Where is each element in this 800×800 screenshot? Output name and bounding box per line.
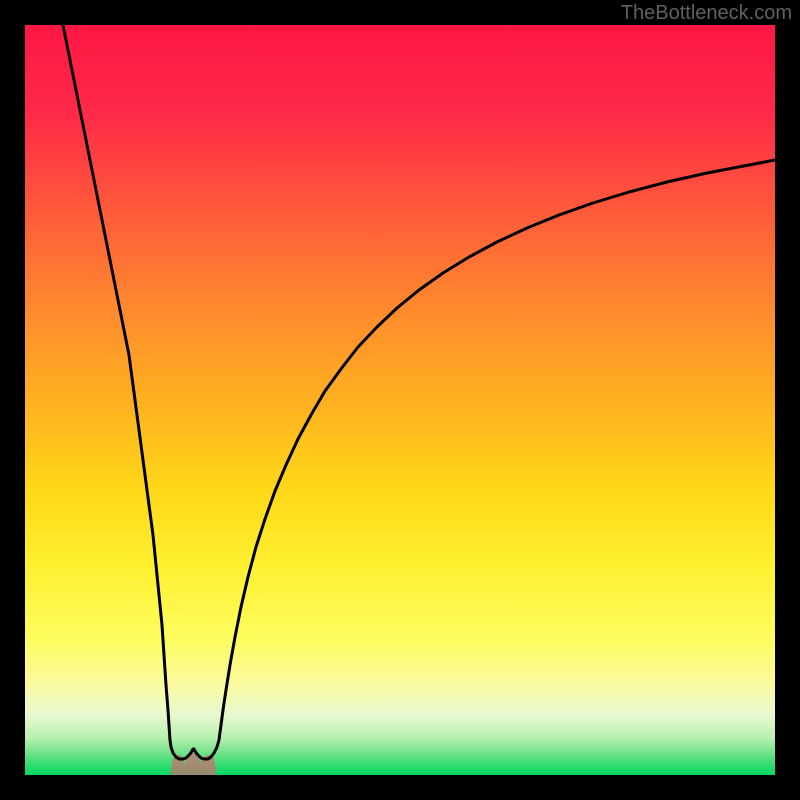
curve-line <box>63 25 775 759</box>
chart-plot-area <box>25 25 775 775</box>
curve-minimum-markers <box>171 753 216 775</box>
watermark-text: TheBottleneck.com <box>621 2 792 25</box>
bottleneck-curve <box>25 25 775 775</box>
